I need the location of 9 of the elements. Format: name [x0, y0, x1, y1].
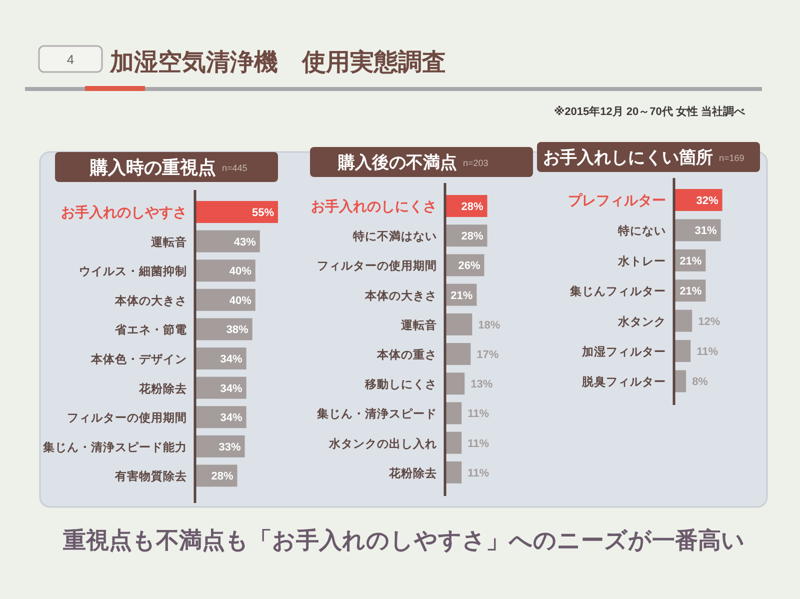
title: 購入時の重視点: [90, 157, 216, 178]
title: 加湿空気清浄機 使用実態調査: [110, 49, 446, 76]
subtitle: n=169: [719, 153, 744, 163]
annotation: 重視点も不満点も「お手入れのしやすさ」へのニーズが一番高い: [63, 527, 745, 553]
subtitle: n=203: [463, 158, 488, 168]
title: お手入れしにくい箇所: [543, 148, 713, 168]
title: 購入後の不満点: [338, 153, 457, 172]
subtitle: n=445: [222, 163, 248, 173]
note: ※2015年12月 20～70代 女性 当社調べ: [554, 106, 745, 118]
